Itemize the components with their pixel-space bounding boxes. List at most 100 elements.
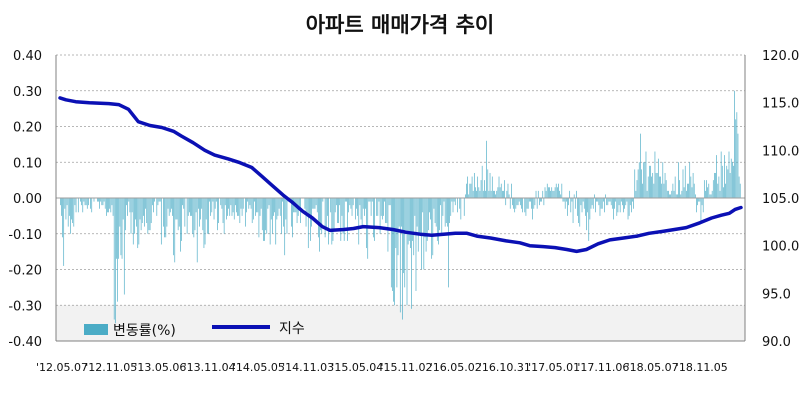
bar: [429, 198, 430, 213]
bar: [258, 198, 260, 238]
bar: [183, 198, 185, 209]
bar: [591, 198, 593, 206]
bar: [491, 176, 493, 198]
bar: [358, 198, 360, 245]
bar: [611, 198, 613, 209]
bar: [67, 198, 69, 227]
right-axis-tick-label: 90.0: [762, 335, 791, 350]
bar: [448, 198, 449, 288]
plot-area: 0.40 0.30 0.20 0.10 0.00 -0.10 -0.20 -0.30 -0.40…: [8, 49, 799, 374]
bar: [578, 198, 579, 224]
bar: [147, 198, 149, 234]
bar: [111, 198, 113, 206]
bar: [493, 190, 494, 198]
bar: [296, 198, 298, 224]
bar: [201, 198, 203, 209]
bar: [659, 176, 660, 198]
bar: [644, 162, 646, 198]
bar: [88, 198, 89, 206]
bar: [543, 198, 545, 206]
bar: [528, 198, 530, 202]
left-axis-tick-label: -0.20: [8, 264, 42, 279]
bar: [614, 198, 615, 209]
chart-title: 아파트 매매가격 추이: [306, 13, 495, 37]
bar: [636, 180, 638, 199]
bar: [653, 183, 655, 198]
bar: [90, 198, 91, 209]
bar: [379, 198, 381, 234]
bar: [724, 155, 725, 198]
bar: [121, 198, 123, 259]
bar: [650, 165, 651, 198]
bar: [163, 198, 164, 227]
bar: [232, 198, 234, 213]
bar: [628, 198, 630, 216]
bar: [460, 198, 462, 220]
bar: [689, 162, 691, 198]
bar: [285, 198, 287, 220]
bar: [68, 198, 70, 216]
bar: [718, 176, 720, 198]
bar: [351, 198, 353, 216]
x-axis-tick-label: '15.11.02: [381, 361, 433, 374]
bar: [359, 198, 361, 206]
bar: [338, 198, 339, 224]
bar: [563, 198, 565, 202]
bar: [117, 198, 118, 302]
bar: [93, 198, 95, 202]
bar: [217, 198, 218, 231]
bar: [684, 165, 686, 198]
bar: [198, 198, 199, 209]
bar: [534, 198, 536, 206]
bar: [132, 198, 134, 245]
bar: [434, 198, 436, 224]
bar: [261, 198, 263, 231]
bar: [330, 198, 332, 213]
bar: [140, 198, 142, 231]
bar: [435, 198, 437, 227]
bar: [580, 198, 582, 206]
bar: [678, 162, 679, 198]
bar: [275, 198, 277, 245]
bar: [469, 183, 471, 198]
bar: [471, 176, 473, 198]
bar: [624, 198, 625, 209]
bar: [257, 198, 259, 213]
bar: [579, 198, 581, 227]
bar: [666, 190, 668, 198]
x-axis-tick-label: '12.05.07: [36, 361, 88, 374]
bar: [223, 198, 225, 234]
bar: [373, 198, 374, 238]
x-axis-tick-label: '18.05.07: [627, 361, 679, 374]
bar: [663, 183, 665, 198]
bar: [414, 198, 416, 216]
bar: [349, 198, 351, 206]
bar: [312, 198, 314, 209]
bar: [209, 198, 210, 202]
bar: [702, 198, 704, 213]
bar: [680, 194, 682, 198]
bar: [652, 172, 654, 198]
bar: [72, 198, 74, 224]
bar: [522, 198, 523, 213]
bar: [507, 183, 509, 198]
bar: [572, 198, 574, 224]
bar: [100, 198, 102, 202]
bar: [673, 190, 675, 198]
bar: [224, 198, 226, 206]
bar: [717, 183, 719, 198]
bar: [490, 190, 492, 198]
bar: [525, 198, 527, 216]
bar: [514, 198, 516, 213]
bar: [739, 183, 741, 198]
bar: [192, 198, 194, 234]
bar: [181, 198, 182, 241]
bar: [569, 190, 571, 198]
bar: [681, 190, 683, 198]
bar: [218, 198, 219, 224]
bar: [498, 176, 500, 198]
bar: [371, 198, 373, 202]
legend: 변동률(%) 지수: [84, 321, 305, 339]
bar: [119, 198, 121, 227]
bar: [527, 198, 529, 209]
